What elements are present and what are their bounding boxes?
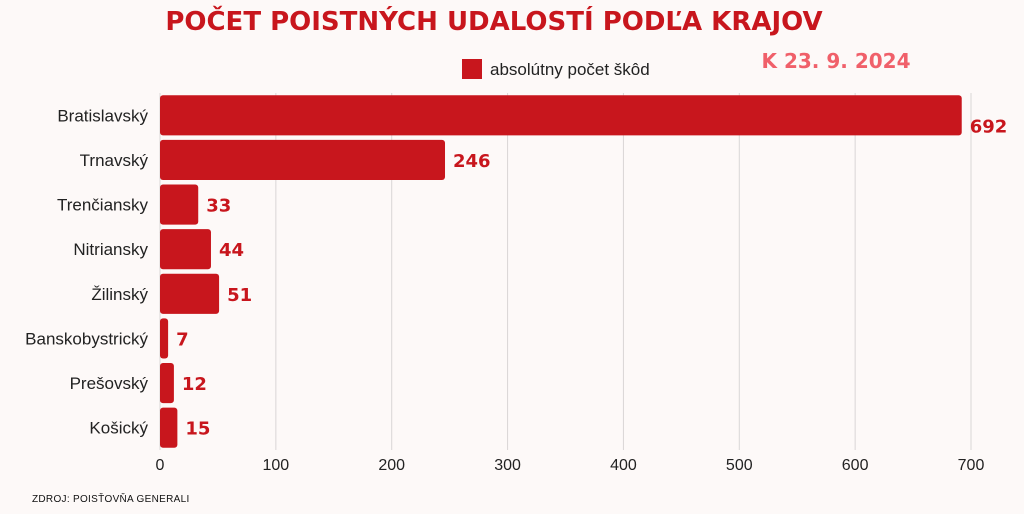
date-note: K 23. 9. 2024 xyxy=(762,49,911,73)
data-label: 12 xyxy=(182,374,207,395)
category-label: Trnavský xyxy=(80,151,149,170)
bar xyxy=(160,407,178,448)
category-label: Banskobystrický xyxy=(25,329,148,348)
data-label: 44 xyxy=(219,240,244,261)
category-label: Prešovský xyxy=(70,374,149,393)
data-label: 15 xyxy=(185,419,210,440)
x-tick-label: 700 xyxy=(958,457,985,474)
bar xyxy=(160,95,962,136)
legend-label: absolútny počet škôd xyxy=(490,60,650,79)
x-tick-label: 600 xyxy=(842,457,869,474)
category-label: Trenčiansky xyxy=(57,196,149,215)
data-labels: 692 246 33 44 51 7 12 15 xyxy=(176,116,1007,439)
x-tick-label: 0 xyxy=(156,457,165,474)
bars xyxy=(160,95,962,448)
bar xyxy=(160,229,211,270)
x-tick-label: 400 xyxy=(610,457,637,474)
data-label: 51 xyxy=(227,285,252,306)
chart-title: POČET POISTNÝCH UDALOSTÍ PODĽA KRAJOV xyxy=(165,5,822,37)
data-label: 692 xyxy=(970,116,1008,137)
x-axis-tick-labels: 0 100 200 300 400 500 600 700 xyxy=(156,457,985,474)
x-tick-label: 200 xyxy=(378,457,405,474)
source-note: ZDROJ: POISŤOVŇA GENERALI xyxy=(32,492,190,505)
bar xyxy=(160,318,169,359)
bar xyxy=(160,362,174,404)
x-tick-label: 500 xyxy=(726,457,753,474)
data-label: 7 xyxy=(176,329,189,350)
data-label: 246 xyxy=(453,151,491,172)
category-labels: Bratislavský Trnavský Trenčiansky Nitriansk… xyxy=(25,106,148,437)
legend: absolútny počet škôd xyxy=(462,59,650,79)
category-label: Bratislavský xyxy=(57,106,148,125)
category-label: Košický xyxy=(89,419,148,438)
category-label: Žilinský xyxy=(91,285,148,304)
x-tick-label: 300 xyxy=(494,457,521,474)
bar xyxy=(160,184,199,225)
x-tick-label: 100 xyxy=(263,457,290,474)
bar xyxy=(160,139,446,181)
legend-swatch xyxy=(462,59,482,79)
category-label: Nitriansky xyxy=(73,240,148,259)
bar xyxy=(160,273,220,314)
data-label: 33 xyxy=(206,196,231,217)
